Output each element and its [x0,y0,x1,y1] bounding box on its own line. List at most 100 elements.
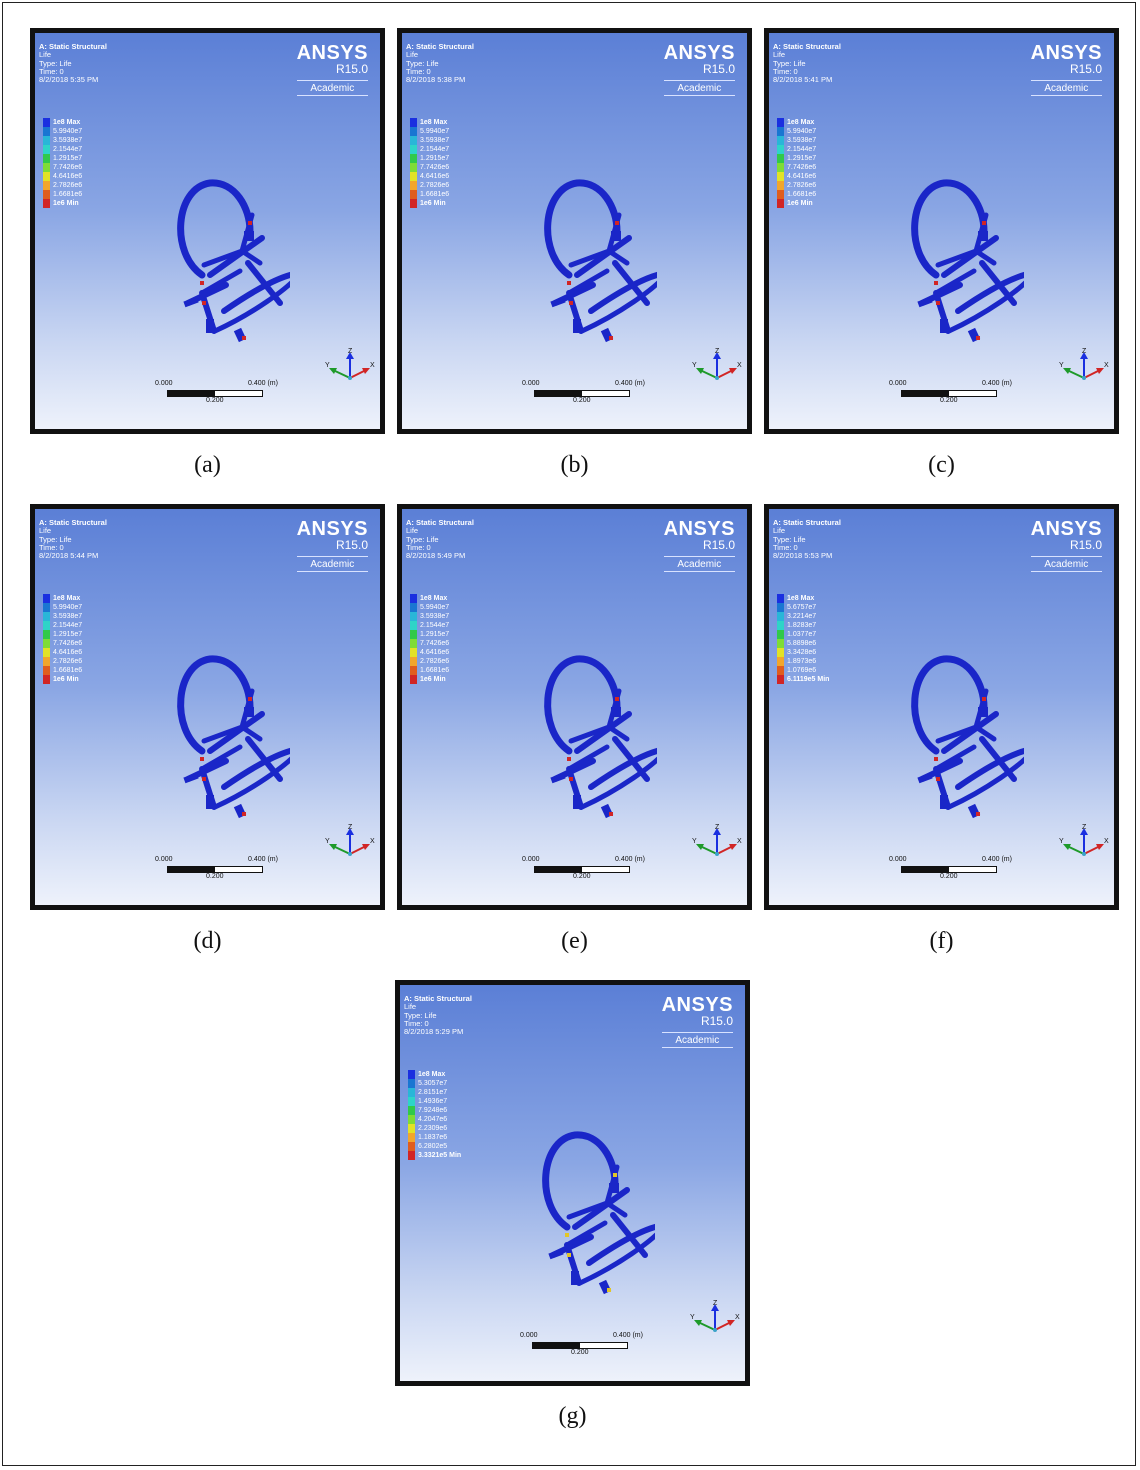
header-line: Type: Life [39,534,72,544]
legend-value: 5.3057e7 [418,1080,448,1087]
header-line: Time: 0 [406,66,431,76]
legend-value: 3.5938e7 [787,137,817,144]
legend-value: 4.2047e6 [418,1116,448,1123]
header-line: A: Static Structural [773,42,841,51]
header-line: Life [406,50,419,60]
legend-swatch [777,594,784,603]
scale-start: 0.000 [155,380,173,387]
legend-value: 3.3428e6 [787,649,817,656]
legend-swatch [410,145,417,154]
axis-y-label: Y [1059,362,1064,369]
panel-d: A: Static Structural Life Type: Life Time: … [30,504,385,910]
legend-value: 2.7826e6 [53,658,83,665]
header-line: Type: Life [773,58,806,68]
ansys-brand: ANSYS R15.0 Academic [296,518,368,572]
legend-value: 4.6416e6 [787,173,817,180]
legend-value: 2.1544e7 [420,622,450,629]
legend-value: 2.1544e7 [53,146,83,153]
panel-header: A: Static Structural Life Type: Life Time: … [773,42,841,85]
scale-bar: 0.000 0.400 (m) 0.200 [522,856,662,886]
header-line: Type: Life [404,1010,437,1020]
legend-swatch [43,612,50,621]
legend-swatch [410,630,417,639]
legend-value: 1e6 Min [420,676,446,683]
panel-header: A: Static Structural Life Type: Life Time: … [406,518,474,560]
legend-swatch [43,603,50,612]
scale-bar-graphic [534,390,630,397]
legend-value: 1.6681e6 [420,667,450,674]
scale-end: 0.400 (m) [248,856,278,863]
header-line: Life [773,526,786,536]
brand-edition: Academic [296,556,368,572]
legend-value: 7.9248e6 [418,1107,448,1114]
ansys-brand: ANSYS R15.0 Academic [663,42,735,96]
brand-version: R15.0 [702,538,735,552]
legend-swatch [777,163,784,172]
header-line: A: Static Structural [406,42,474,51]
scale-bar-graphic [532,1342,628,1349]
scale-bar-graphic [901,390,997,397]
header-line: Life [773,50,786,60]
caption-f: (f) [929,928,954,954]
panel-header: A: Static Structural Life Type: Life Time: … [39,42,107,84]
legend-value: 1.4936e7 [418,1098,448,1105]
header-line: A: Static Structural [406,518,474,527]
scale-bar-graphic [167,866,263,873]
brand-version: R15.0 [700,1014,733,1028]
legend-swatch [410,594,417,603]
legend-swatch [43,136,50,145]
brand-version: R15.0 [702,62,735,76]
legend-value: 1e8 Max [420,595,448,602]
legend-swatch [777,612,784,621]
legend-value: 1.1837e6 [418,1134,448,1141]
axis-triad: Z Y X [1059,824,1109,856]
brand-edition: Academic [663,80,735,96]
brand-name: ANSYS [663,42,735,64]
legend-value: 7.7426e6 [53,164,83,171]
brand-name: ANSYS [296,42,368,64]
header-line: 8/2/2018 5:41 PM [773,75,833,85]
brand-edition: Academic [661,1032,733,1048]
legend-swatch [777,199,784,208]
legend-value: 4.6416e6 [53,649,83,656]
scale-start: 0.000 [520,1332,538,1339]
frame-model [544,655,657,819]
scale-bar: 0.000 0.400 (m) 0.200 [520,1332,660,1362]
legend-value: 1.6681e6 [420,191,450,198]
axis-y-label: Y [692,838,697,845]
scale-mid: 0.200 [940,397,958,404]
ansys-brand: ANSYS R15.0 Academic [661,994,733,1048]
legend-value: 2.1544e7 [53,622,83,629]
legend-swatch [43,621,50,630]
legend-value: 4.6416e6 [53,173,83,180]
legend-swatch [408,1079,415,1088]
legend-value: 2.2309e6 [418,1125,448,1132]
scale-start: 0.000 [889,380,907,387]
scale-end: 0.400 (m) [982,856,1012,863]
axis-y-label: Y [692,362,697,369]
legend-value: 1.6681e6 [53,667,83,674]
brand-name: ANSYS [661,994,733,1016]
scale-bar-graphic [534,866,630,873]
caption-g: (g) [558,1403,587,1429]
header-line: Time: 0 [39,66,64,76]
panel-c: A: Static Structural Life Type: Life Time: … [764,28,1119,434]
scale-end: 0.400 (m) [982,380,1012,387]
legend-value: 5.6757e7 [787,604,817,611]
legend-swatch [43,675,50,684]
header-line: A: Static Structural [39,518,107,527]
scale-start: 0.000 [889,856,907,863]
legend-swatch [777,621,784,630]
legend-swatch [777,675,784,684]
brand-name: ANSYS [296,518,368,540]
ansys-brand: ANSYS R15.0 Academic [663,519,735,572]
header-line: Time: 0 [773,542,798,552]
legend-value: 1e8 Max [787,595,815,602]
legend-swatch [410,666,417,675]
legend-swatch [410,621,417,630]
scale-end: 0.400 (m) [613,1332,643,1339]
legend-swatch [777,154,784,163]
legend-swatch [408,1142,415,1151]
legend-value: 1.8283e7 [787,622,817,629]
